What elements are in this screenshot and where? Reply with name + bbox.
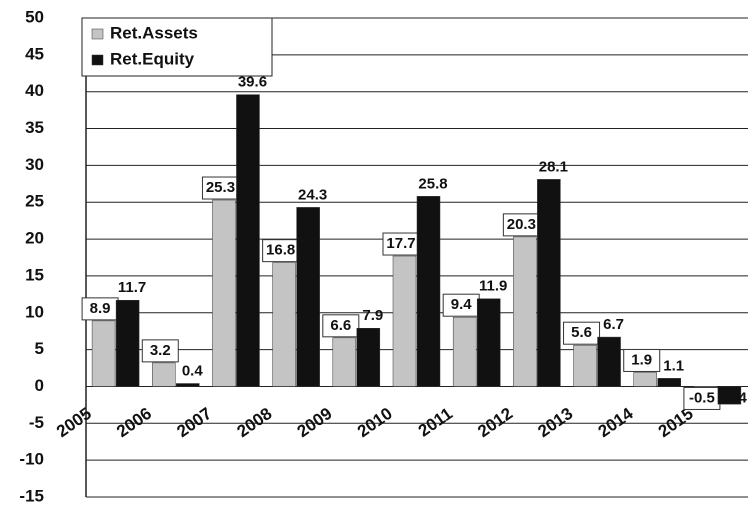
value-label: 20.3 <box>507 216 536 233</box>
x-tick-label: 2007 <box>173 404 215 441</box>
y-tick-label: 20 <box>25 229 44 248</box>
value-label: 0.4 <box>182 362 204 379</box>
bar <box>597 336 621 387</box>
x-tick-label: 2009 <box>294 404 336 441</box>
value-label: 39.6 <box>238 74 267 91</box>
bar <box>176 383 200 387</box>
value-label: 17.7 <box>386 235 415 252</box>
bar <box>452 316 477 387</box>
legend-box <box>81 17 273 77</box>
legend: Ret.Assets Ret.Equity <box>81 17 273 77</box>
bar <box>115 299 140 387</box>
y-tick-label: -5 <box>29 413 44 432</box>
bar <box>717 386 742 405</box>
value-label-box <box>141 339 179 363</box>
value-label: 1.9 <box>631 351 652 368</box>
value-label-box <box>322 314 360 338</box>
bar <box>416 196 441 387</box>
bar <box>332 337 357 387</box>
bar <box>356 327 381 387</box>
value-label: -0.5 <box>689 389 715 406</box>
bar <box>272 262 296 387</box>
value-label: 6.6 <box>330 317 351 334</box>
legend-label: Ret.Assets <box>110 23 198 42</box>
y-tick-label: 40 <box>25 81 44 100</box>
bar <box>633 372 657 387</box>
bar <box>236 94 260 387</box>
value-label: 25.8 <box>418 175 447 192</box>
y-tick-label: -15 <box>19 486 44 505</box>
x-tick-label: 2005 <box>53 404 95 441</box>
bar <box>392 255 417 387</box>
value-label: 11.9 <box>479 278 507 295</box>
value-label: 8.9 <box>90 300 111 317</box>
value-label: 24.3 <box>298 186 327 203</box>
y-tick-label: 25 <box>25 192 44 211</box>
x-tick-label: 2010 <box>354 404 396 441</box>
y-tick-label: 5 <box>35 339 44 358</box>
value-label-box <box>623 348 661 372</box>
legend-swatch <box>91 28 104 40</box>
bar <box>212 199 236 387</box>
y-tick-label: 10 <box>25 302 44 321</box>
value-label: 1.1 <box>663 357 684 374</box>
bar <box>657 378 681 387</box>
bar <box>91 320 116 387</box>
y-tick-label: 45 <box>25 44 44 63</box>
value-label: 16.8 <box>266 242 295 259</box>
x-tick-label: 2014 <box>595 404 637 442</box>
legend-label: Ret.Equity <box>110 49 195 68</box>
legend-swatch <box>91 54 104 66</box>
y-tick-label: -10 <box>19 450 44 469</box>
bar <box>513 236 537 387</box>
bar <box>152 362 176 387</box>
x-tick-label: 2011 <box>415 404 456 441</box>
bar <box>573 344 597 387</box>
value-label: 9.4 <box>451 296 473 313</box>
value-label: -2.4 <box>721 389 748 406</box>
value-label: 6.7 <box>603 316 624 333</box>
value-label: 7.9 <box>362 307 383 324</box>
bar <box>537 179 561 387</box>
x-tick-label: 2012 <box>474 404 516 441</box>
x-tick-label: 2013 <box>534 404 576 441</box>
value-label: 25.3 <box>206 179 235 196</box>
y-tick-label: 30 <box>25 155 44 174</box>
value-label: 5.6 <box>571 324 592 341</box>
y-tick-label: 50 <box>25 7 44 26</box>
x-tick-label: 2006 <box>113 404 155 441</box>
y-tick-label: 35 <box>25 118 44 137</box>
bar <box>296 207 320 387</box>
value-label-box <box>563 321 601 345</box>
value-label: 11.7 <box>118 279 146 296</box>
y-tick-label: 15 <box>25 265 44 284</box>
value-label: 28.1 <box>539 158 568 175</box>
x-tick-label: 2008 <box>234 404 276 441</box>
y-tick-label: 0 <box>35 376 44 395</box>
value-label: 3.2 <box>150 342 171 359</box>
bar <box>476 298 501 387</box>
